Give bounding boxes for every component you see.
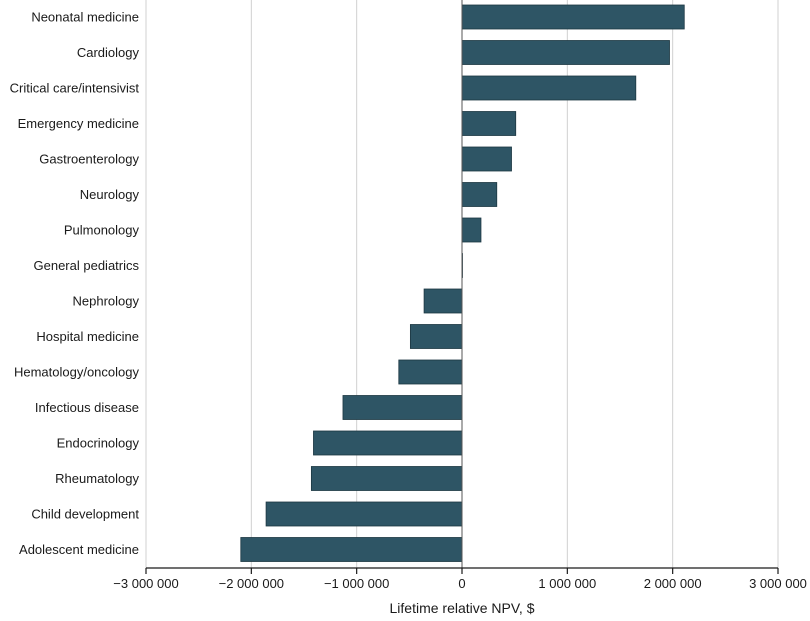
bar — [461, 40, 670, 65]
bar — [398, 359, 463, 385]
bar — [310, 466, 463, 491]
bar — [265, 501, 463, 527]
category-label: Child development — [31, 507, 139, 522]
bar — [240, 537, 463, 562]
category-label: Neonatal medicine — [31, 10, 139, 25]
x-axis-title: Lifetime relative NPV, $ — [390, 600, 535, 616]
bar — [461, 4, 685, 30]
category-label: Adolescent medicine — [19, 542, 139, 557]
category-label: Infectious disease — [35, 400, 139, 415]
x-axis: −3 000 000 −2 000 000 −1 000 000 0 1 000 000… — [113, 0, 807, 591]
bar — [461, 182, 498, 207]
category-label: Hematology/oncology — [14, 365, 140, 380]
category-labels: Neonatal medicine Cardiology Critical care… — [10, 10, 140, 558]
x-tick-label: −3 000 000 — [113, 576, 178, 591]
bar — [423, 288, 463, 314]
category-label: Neurology — [80, 187, 140, 202]
x-tick-label: 1 000 000 — [538, 576, 596, 591]
x-tick-label: 0 — [458, 576, 465, 591]
bar — [461, 217, 482, 243]
category-label: Rheumatology — [55, 471, 139, 486]
category-label: Emergency medicine — [18, 116, 139, 131]
bar — [342, 395, 463, 420]
x-tick-label: −1 000 000 — [324, 576, 389, 591]
category-label: Nephrology — [73, 294, 140, 309]
bar — [409, 324, 463, 349]
x-tick-label: −2 000 000 — [219, 576, 284, 591]
bar — [461, 146, 512, 172]
category-label: Gastroenterology — [39, 152, 139, 167]
bar — [461, 75, 637, 101]
x-tick-label: 2 000 000 — [644, 576, 702, 591]
x-tick-label: 3 000 000 — [749, 576, 807, 591]
category-label: Cardiology — [77, 45, 140, 60]
category-label: Endocrinology — [57, 436, 140, 451]
bar — [461, 111, 517, 136]
bars — [240, 4, 685, 562]
category-label: Critical care/intensivist — [10, 81, 140, 96]
category-label: Pulmonology — [64, 223, 140, 238]
category-label: Hospital medicine — [36, 329, 139, 344]
bar — [313, 430, 463, 456]
category-label: General pediatrics — [34, 258, 140, 273]
